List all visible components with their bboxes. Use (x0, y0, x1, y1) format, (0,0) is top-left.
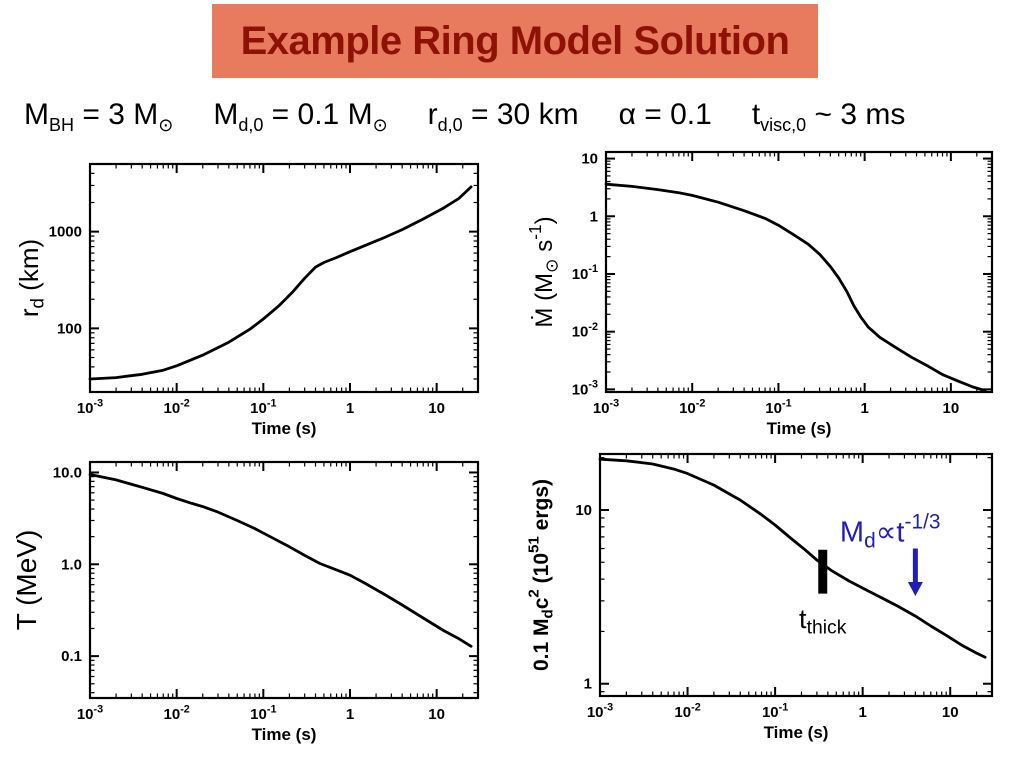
svg-text:1: 1 (584, 676, 592, 693)
plot-disk-energy: 10-3 10-2 10-1 1 10 10 1 Time (s) 0.1 Mdc2 (1051… (518, 442, 1010, 754)
slide-title: Example Ring Model Solution (240, 18, 790, 63)
svg-text:0.1: 0.1 (61, 648, 82, 665)
svg-text:10-3: 10-3 (77, 397, 103, 417)
svg-text:1: 1 (860, 400, 868, 417)
plot-disk-radius: 10-3 10-2 10-1 1 10 1000 100 Time (s) rd (km) (12, 146, 500, 444)
svg-text:Time (s): Time (s) (767, 419, 832, 438)
svg-text:10-2: 10-2 (572, 321, 598, 341)
svg-text:1.0: 1.0 (61, 556, 82, 573)
svg-text:10: 10 (428, 400, 445, 417)
svg-text:T (MeV): T (MeV) (12, 530, 42, 631)
svg-text:1: 1 (590, 208, 598, 225)
param-initial-disk-mass: Md,0 = 0.1 M⊙ (213, 98, 388, 135)
param-black-hole-mass: MBH = 3 M⊙ (24, 98, 174, 135)
svg-text:10: 10 (943, 400, 960, 417)
svg-text:10-3: 10-3 (572, 379, 598, 399)
svg-text:Time (s): Time (s) (764, 723, 829, 742)
svg-text:1: 1 (346, 706, 354, 723)
svg-text:1000: 1000 (49, 224, 82, 241)
svg-text:0.1 Mdc2 (1051 ergs): 0.1 Mdc2 (1051 ergs) (526, 479, 557, 671)
svg-text:10-2: 10-2 (164, 397, 190, 417)
svg-text:10: 10 (942, 704, 959, 721)
svg-text:10.0: 10.0 (53, 464, 82, 481)
svg-text:10-3: 10-3 (587, 701, 613, 721)
svg-text:Md∝t-1/3: Md∝t-1/3 (840, 510, 941, 552)
plot-temperature: 10-3 10-2 10-1 1 10 10.0 1.0 0.1 Time (s) T (MeV) (11, 446, 500, 754)
svg-text:tthick: tthick (799, 604, 847, 639)
svg-text:10-1: 10-1 (762, 701, 788, 721)
svg-text:10-1: 10-1 (572, 263, 598, 283)
svg-text:10-1: 10-1 (765, 397, 791, 417)
svg-text:Ṁ (M⊙ s-1): Ṁ (M⊙ s-1) (525, 216, 561, 327)
svg-text:10-2: 10-2 (674, 701, 700, 721)
param-alpha: α = 0.1 (618, 98, 712, 131)
svg-text:Time (s): Time (s) (252, 419, 317, 438)
svg-text:10-2: 10-2 (679, 397, 705, 417)
param-viscous-time: tvisc,0 ~ 3 ms (751, 98, 906, 135)
svg-text:10: 10 (428, 706, 445, 723)
svg-text:10: 10 (581, 151, 598, 168)
parameter-line: MBH = 3 M⊙ Md,0 = 0.1 M⊙ rd,0 = 30 km α … (24, 98, 906, 135)
svg-text:10-1: 10-1 (250, 397, 276, 417)
svg-text:rd (km): rd (km) (14, 239, 48, 317)
svg-text:1: 1 (858, 704, 866, 721)
svg-text:1: 1 (346, 400, 354, 417)
svg-text:10-2: 10-2 (164, 703, 190, 723)
svg-text:10-1: 10-1 (250, 703, 276, 723)
svg-text:100: 100 (57, 320, 82, 337)
param-initial-disk-radius: rd,0 = 30 km (427, 98, 579, 135)
svg-text:10-3: 10-3 (593, 397, 619, 417)
svg-text:10: 10 (575, 502, 592, 519)
svg-text:10-3: 10-3 (77, 703, 103, 723)
title-banner: Example Ring Model Solution (212, 4, 818, 78)
svg-text:Time (s): Time (s) (252, 725, 317, 744)
plot-accretion-rate: 10-3 10-2 10-1 1 10 10 1 10-1 10-2 10-3 Time (s) Ṁ… (518, 138, 1010, 444)
